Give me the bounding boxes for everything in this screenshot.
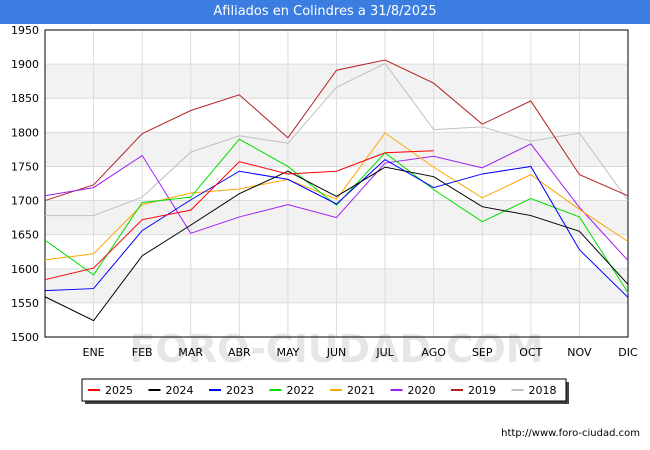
y-tick-label: 1650 — [11, 229, 39, 242]
series-line-2018 — [45, 62, 629, 217]
x-tick-label: NOV — [567, 346, 592, 359]
legend-label: 2019 — [468, 384, 496, 397]
y-tick-label: 1950 — [11, 24, 39, 37]
x-tick-label: SEP — [472, 346, 493, 359]
y-tick-label: 1600 — [11, 263, 39, 276]
series-line-2021 — [44, 132, 629, 261]
x-tick-label: MAY — [276, 346, 299, 359]
series-line-2020 — [44, 143, 629, 261]
y-tick-label: 1550 — [11, 297, 39, 310]
y-tick-label: 1800 — [11, 126, 39, 139]
x-tick-label: JUL — [375, 346, 394, 359]
series-line-2024 — [44, 166, 629, 322]
series-line-2022 — [44, 138, 629, 293]
y-tick-label: 1850 — [11, 92, 39, 105]
x-tick-label: OCT — [519, 346, 542, 359]
legend-label: 2022 — [287, 384, 315, 397]
chart-title: Afiliados en Colindres a 31/8/2025 — [213, 4, 437, 19]
legend-label: 2023 — [226, 384, 254, 397]
x-tick-label: DIC — [618, 346, 638, 359]
legend-label: 2021 — [347, 384, 375, 397]
legend-label: 2020 — [408, 384, 436, 397]
source-url: http://www.foro-ciudad.com — [501, 428, 640, 439]
legend-label: 2025 — [105, 384, 133, 397]
title-bar — [0, 0, 650, 24]
series-line-2019 — [44, 59, 629, 202]
y-tick-label: 1500 — [11, 331, 39, 344]
plot-frame — [44, 29, 629, 338]
legend-box — [81, 378, 567, 402]
x-tick-label: ABR — [228, 346, 251, 359]
x-tick-label: MAR — [178, 346, 203, 359]
y-tick-label: 1700 — [11, 195, 39, 208]
x-tick-label: AGO — [421, 346, 446, 359]
x-tick-label: FEB — [132, 346, 153, 359]
y-tick-label: 1900 — [11, 58, 39, 71]
series-line-2023 — [44, 159, 629, 298]
x-tick-label: JUN — [326, 346, 347, 359]
legend-label: 2024 — [166, 384, 194, 397]
legend-label: 2018 — [529, 384, 557, 397]
series-line-2025 — [44, 150, 434, 281]
x-tick-label: ENE — [83, 346, 105, 359]
y-tick-label: 1750 — [11, 160, 39, 173]
